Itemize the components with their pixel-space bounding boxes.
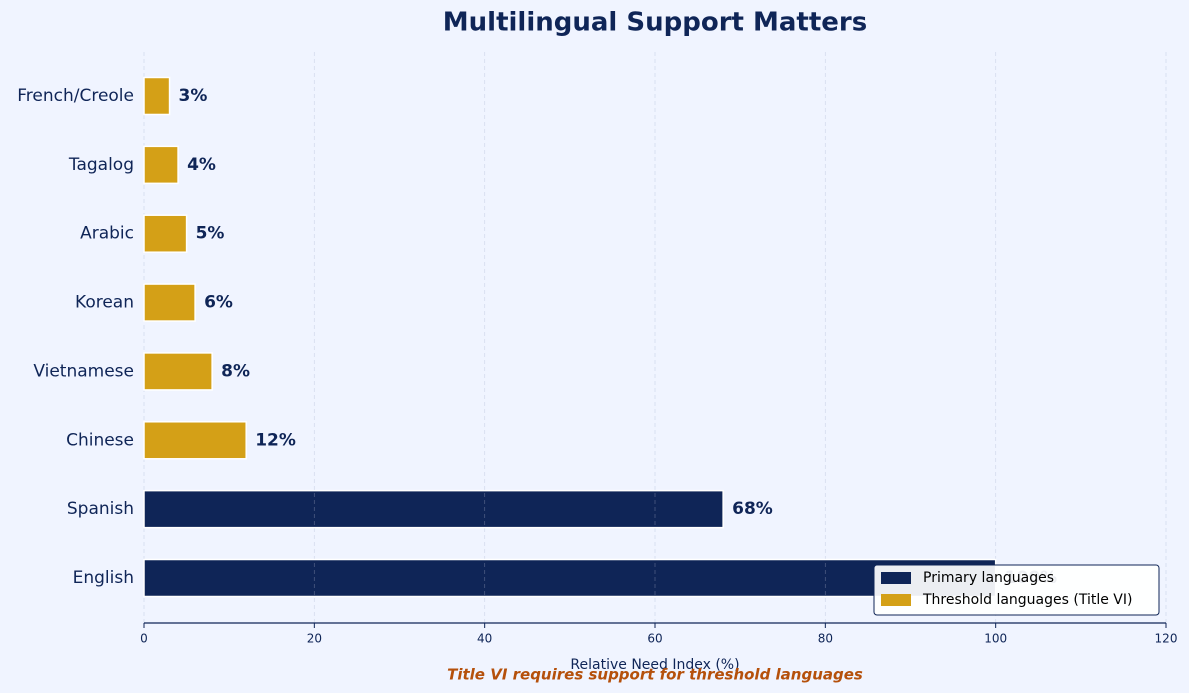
value-label: 8% [221,361,250,381]
value-label: 5% [196,224,225,244]
x-tick-label: 0 [140,632,148,646]
x-tick-label: 80 [818,632,833,646]
y-tick-label: English [73,568,134,588]
legend-box [873,564,1160,616]
bar [143,489,724,529]
annotation: Title VI requires support for threshold … [447,666,863,684]
bar [143,558,997,598]
y-tick-label: Korean [75,293,134,313]
bar [143,76,171,116]
x-tick-label: 20 [307,632,322,646]
x-axis-label: Relative Need Index (%) [570,657,739,673]
legend-label: Threshold languages (Title VI) [922,592,1132,608]
x-tick-label: 40 [477,632,492,646]
x-tick-label: 60 [647,632,662,646]
bar [143,145,179,185]
x-tick-label: 100 [984,632,1007,646]
bar [143,352,213,391]
value-label: 6% [204,293,233,313]
bar [143,283,196,322]
value-label: 4% [187,155,216,175]
value-label: 68% [732,499,773,519]
bar [143,214,188,253]
y-tick-label: Spanish [67,499,134,519]
value-label: 12% [255,430,296,450]
y-tick-label: Tagalog [68,155,134,175]
legend-swatch [881,572,911,584]
legend-label: Primary languages [923,570,1054,586]
y-tick-label: Arabic [80,224,134,244]
value-label: 3% [179,86,208,106]
legend-swatch [881,594,911,606]
legend: Primary languages Threshold languages (Ti… [873,564,1160,616]
chart-title: Multilingual Support Matters [443,8,867,38]
y-tick-label: Chinese [66,430,134,450]
y-tick-label: French/Creole [17,86,134,106]
y-tick-label: Vietnamese [33,361,134,381]
x-tick-label: 120 [1155,632,1178,646]
bar [143,421,247,460]
